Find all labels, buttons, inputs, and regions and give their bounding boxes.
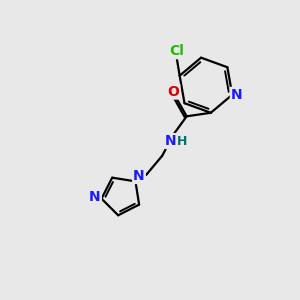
Text: O: O (167, 85, 179, 99)
Text: N: N (89, 190, 101, 204)
Text: Cl: Cl (169, 44, 184, 58)
Text: H: H (177, 134, 188, 148)
Text: N: N (133, 169, 145, 183)
Text: N: N (231, 88, 242, 102)
Text: N: N (165, 134, 177, 148)
